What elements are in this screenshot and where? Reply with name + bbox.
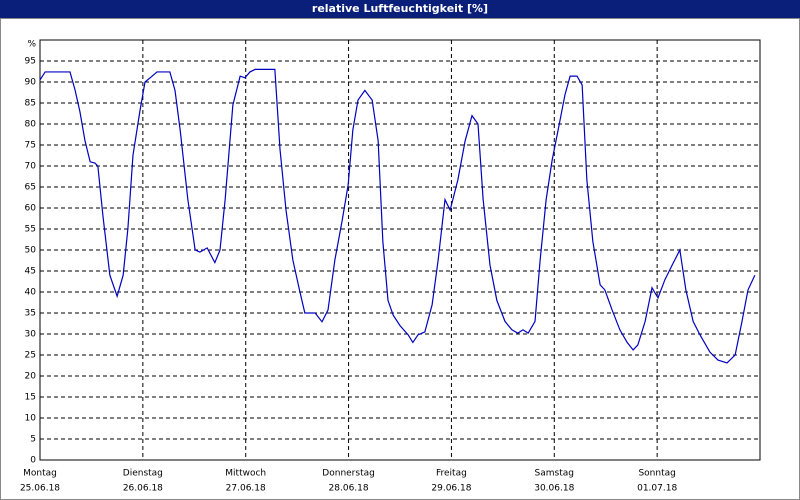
y-tick-label: 55 <box>25 225 36 235</box>
y-tick-label: 30 <box>25 330 37 340</box>
y-tick-label: 35 <box>25 309 36 319</box>
x-tick-date: 29.06.18 <box>431 484 471 494</box>
x-tick-date: 30.06.18 <box>534 484 574 494</box>
y-tick-label: 45 <box>25 267 36 277</box>
x-tick-date: 26.06.18 <box>123 484 163 494</box>
y-tick-label: 70 <box>25 162 37 172</box>
y-tick-label: 50 <box>25 246 37 256</box>
y-tick-label: 85 <box>25 99 36 109</box>
y-tick-label: 95 <box>25 57 36 67</box>
x-tick-label: Samstag <box>535 469 574 479</box>
x-tick-label: Montag <box>23 469 57 479</box>
x-tick-label: Dienstag <box>123 469 163 479</box>
y-tick-label: 20 <box>25 372 37 382</box>
y-tick-label: 0 <box>30 456 36 466</box>
data-line <box>39 68 756 364</box>
y-tick-label: 5 <box>30 435 36 445</box>
x-tick-label: Sonntag <box>638 469 675 479</box>
y-tick-label: 15 <box>25 393 36 403</box>
y-tick-label: 25 <box>25 351 36 361</box>
y-unit: % <box>27 40 36 50</box>
y-tick-label: 90 <box>25 78 37 88</box>
y-tick-label: 80 <box>25 120 37 130</box>
y-tick-label: 10 <box>25 414 37 424</box>
x-tick-label: Mittwoch <box>225 469 266 479</box>
x-tick-label: Freitag <box>436 469 467 479</box>
x-tick-date: 27.06.18 <box>226 484 266 494</box>
chart-title: relative Luftfeuchtigkeit [%] <box>311 2 489 15</box>
y-tick-label: 75 <box>25 141 36 151</box>
y-tick-label: 40 <box>25 288 37 298</box>
x-tick-label: Donnerstag <box>322 469 375 479</box>
title-bar: relative Luftfeuchtigkeit [%] <box>0 0 800 18</box>
y-tick-label: 65 <box>25 183 36 193</box>
x-tick-date: 28.06.18 <box>329 484 369 494</box>
x-tick-date: 01.07.18 <box>637 484 677 494</box>
x-tick-date: 25.06.18 <box>20 484 60 494</box>
y-tick-label: 60 <box>25 204 37 214</box>
